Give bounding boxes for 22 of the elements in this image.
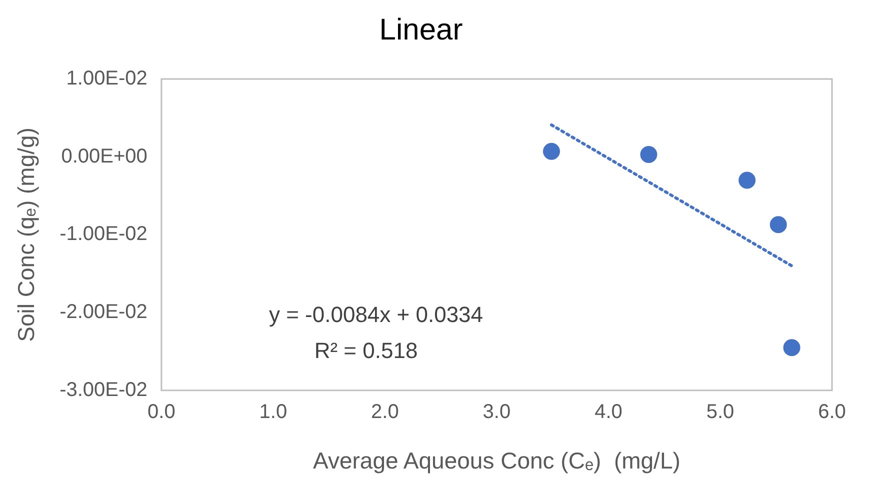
point [770, 216, 787, 234]
annotation: R² = 0.518 [314, 338, 418, 363]
y-tick-label: 1.00E-02 [66, 68, 148, 90]
y-tick-label: -3.00E-02 [60, 378, 148, 401]
x-tick-label: 5.0 [706, 400, 734, 423]
point [640, 146, 658, 164]
point [783, 339, 800, 356]
y-tick-label: 0.00E+00 [61, 145, 148, 168]
y-tick-label: -1.00E-02 [60, 223, 148, 246]
x-tick-label: 6.0 [818, 400, 846, 423]
point [738, 172, 756, 189]
x-tick-label: 0.0 [148, 400, 176, 423]
x-axis-title: Average Aqueous Conc (Cₑ) (mg/L) [313, 448, 680, 474]
x-tick-label: 3.0 [482, 400, 511, 423]
chart-title: Linear [379, 13, 463, 46]
annotation: y = -0.0084x + 0.0334 [268, 302, 484, 327]
point [542, 142, 560, 160]
x-tick-label: 4.0 [594, 400, 622, 423]
x-tick-label: 2.0 [371, 400, 399, 423]
y-axis-title: Soil Conc (qₑ) (mg/g) [13, 128, 40, 342]
y-tick-label: -2.00E-02 [60, 301, 148, 324]
x-tick-label: 1.0 [259, 400, 288, 423]
